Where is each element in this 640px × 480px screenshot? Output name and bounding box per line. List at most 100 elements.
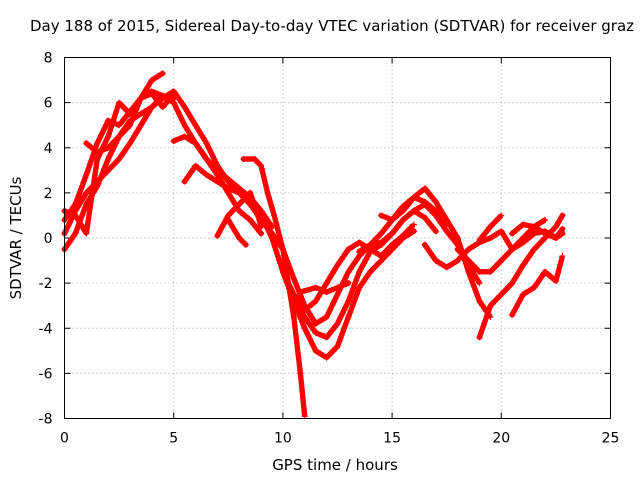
series-arc-18 xyxy=(476,212,566,341)
data-point-marker xyxy=(94,149,101,156)
data-point-marker xyxy=(127,122,134,129)
data-point-marker xyxy=(541,216,548,223)
data-point-marker xyxy=(389,230,396,237)
y-tick-label: 4 xyxy=(44,141,53,157)
data-point-marker xyxy=(476,298,483,305)
data-point-marker xyxy=(137,122,144,129)
data-point-marker xyxy=(297,289,304,296)
data-point-marker xyxy=(290,291,297,298)
data-point-marker xyxy=(323,289,330,296)
data-point-marker xyxy=(159,70,166,77)
data-point-marker xyxy=(520,291,527,298)
data-point-marker xyxy=(476,268,483,275)
series-arc-20 xyxy=(509,253,566,318)
data-point-marker xyxy=(236,235,243,241)
data-point-marker xyxy=(465,268,472,275)
data-point-marker xyxy=(356,239,363,246)
data-point-marker xyxy=(559,230,566,237)
series-arc-12 xyxy=(290,228,417,361)
data-point-marker xyxy=(83,189,90,196)
data-point-marker xyxy=(410,228,417,235)
data-point-marker xyxy=(410,207,417,214)
x-axis-label: GPS time / hours xyxy=(272,456,398,474)
data-point-marker xyxy=(487,235,494,241)
data-point-marker xyxy=(258,223,265,230)
y-tick-label: 6 xyxy=(44,96,53,112)
data-point-marker xyxy=(116,99,123,106)
data-point-marker xyxy=(552,223,559,230)
series-arc-15 xyxy=(378,185,494,320)
data-point-marker xyxy=(236,207,243,214)
data-point-marker xyxy=(421,214,428,221)
data-point-marker xyxy=(258,230,265,237)
data-point-marker xyxy=(487,223,494,230)
data-point-marker xyxy=(509,311,516,318)
data-point-marker xyxy=(72,230,79,237)
data-point-marker xyxy=(148,104,155,111)
data-point-marker xyxy=(410,221,417,228)
data-point-marker xyxy=(94,156,101,163)
data-point-marker xyxy=(400,216,407,223)
data-point-marker xyxy=(137,95,144,102)
data-point-marker xyxy=(312,347,319,354)
data-point-marker xyxy=(476,334,483,341)
data-point-marker xyxy=(192,122,199,129)
data-point-marker xyxy=(214,178,221,185)
data-point-marker xyxy=(367,241,374,248)
data-point-marker xyxy=(476,280,483,287)
data-point-marker xyxy=(301,325,308,332)
data-point-marker xyxy=(290,313,297,320)
x-tick-label: 10 xyxy=(274,431,292,447)
data-point-marker xyxy=(509,280,516,287)
data-point-marker xyxy=(421,241,428,248)
data-point-marker xyxy=(334,291,341,298)
data-point-marker xyxy=(240,156,247,163)
data-point-marker xyxy=(541,268,548,275)
data-point-marker xyxy=(531,246,538,253)
data-point-marker xyxy=(312,329,319,336)
data-point-marker xyxy=(242,241,249,248)
data-point-marker xyxy=(105,133,112,140)
data-point-marker xyxy=(345,268,352,275)
y-tick-label: -2 xyxy=(39,276,53,292)
data-point-marker xyxy=(465,246,472,253)
data-point-marker xyxy=(203,156,210,163)
data-point-marker xyxy=(400,207,407,214)
data-point-marker xyxy=(454,257,461,264)
data-point-marker xyxy=(72,212,79,219)
x-tick-label: 25 xyxy=(602,431,620,447)
data-point-marker xyxy=(105,156,112,163)
data-point-marker xyxy=(559,212,566,219)
data-point-marker xyxy=(345,313,352,320)
data-point-marker xyxy=(137,110,144,117)
series-trace xyxy=(83,70,166,156)
data-point-marker xyxy=(148,77,155,84)
data-point-marker xyxy=(181,178,188,185)
data-point-marker xyxy=(443,228,450,235)
data-point-marker xyxy=(312,284,319,291)
data-point-marker xyxy=(389,246,396,253)
x-tick-label: 5 xyxy=(169,431,178,447)
series-arc-11 xyxy=(279,221,417,314)
data-point-marker xyxy=(400,235,407,241)
data-point-marker xyxy=(454,235,461,241)
data-point-marker xyxy=(214,171,221,178)
data-point-marker xyxy=(334,320,341,327)
data-point-marker xyxy=(247,216,254,223)
data-point-marker xyxy=(432,212,439,219)
data-point-marker xyxy=(105,144,112,151)
data-point-marker xyxy=(214,232,221,239)
data-point-marker xyxy=(476,237,483,244)
series-arc-13 xyxy=(297,280,352,296)
data-point-marker xyxy=(378,257,385,264)
data-point-marker xyxy=(181,122,188,129)
series-arc-9 xyxy=(240,156,308,420)
data-point-marker xyxy=(225,178,232,185)
data-point-marker xyxy=(83,230,90,237)
data-point-marker xyxy=(334,262,341,269)
data-point-marker xyxy=(421,185,428,192)
y-tick-label: -8 xyxy=(39,412,53,428)
data-point-marker xyxy=(509,246,516,253)
